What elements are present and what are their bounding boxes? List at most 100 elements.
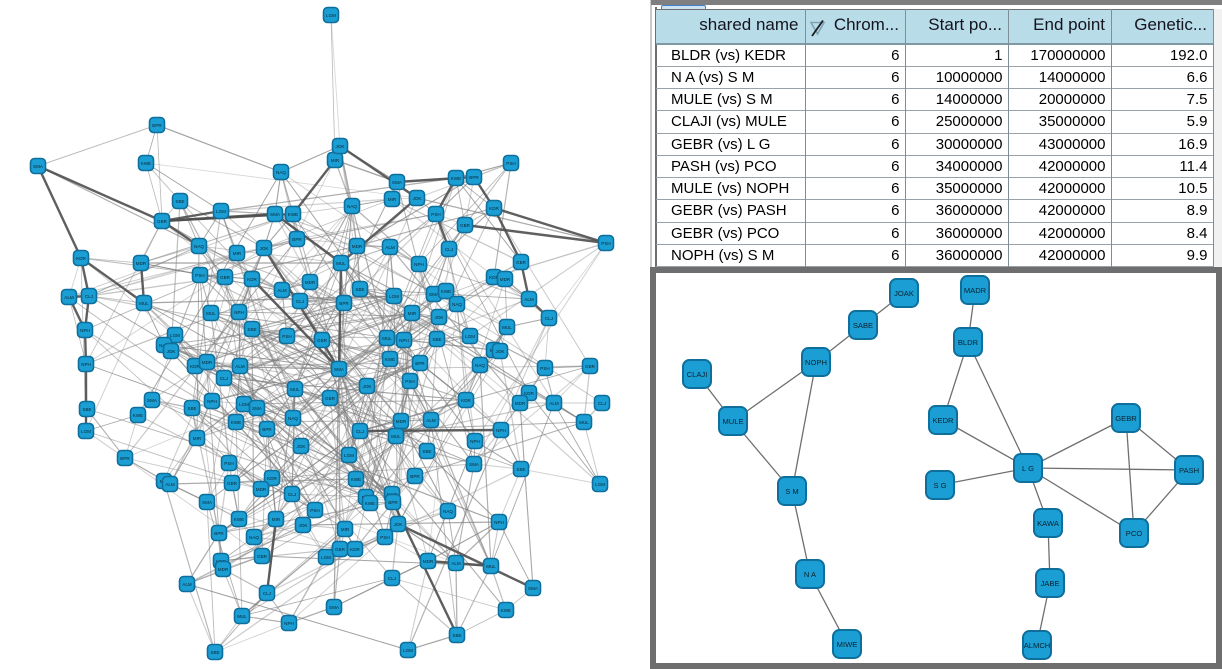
svg-text:NAQ: NAQ xyxy=(288,416,298,421)
svg-text:MUL: MUL xyxy=(391,434,401,439)
svg-text:LGM: LGM xyxy=(170,333,180,338)
svg-text:GBR: GBR xyxy=(325,396,336,401)
svg-text:L G: L G xyxy=(1022,464,1034,473)
svg-text:MUL: MUL xyxy=(206,311,216,316)
svg-text:CLJ: CLJ xyxy=(288,492,296,497)
svg-text:SBE: SBE xyxy=(247,327,256,332)
svg-text:ALM: ALM xyxy=(385,245,395,250)
svg-text:SBE: SBE xyxy=(432,337,441,342)
svg-text:BPR: BPR xyxy=(415,361,425,366)
svg-text:KWE: KWE xyxy=(365,501,375,506)
svg-text:NAQ: NAQ xyxy=(347,204,357,209)
svg-text:SMA: SMA xyxy=(202,500,213,505)
svg-text:MUL: MUL xyxy=(382,336,392,341)
svg-text:BPR: BPR xyxy=(410,474,420,479)
svg-text:MIR: MIR xyxy=(272,517,281,522)
svg-text:BPR: BPR xyxy=(262,427,272,432)
svg-text:PSH: PSH xyxy=(506,161,515,166)
svg-text:MIR: MIR xyxy=(233,251,242,256)
svg-text:PSH: PSH xyxy=(431,212,440,217)
svg-text:NPH: NPH xyxy=(494,520,504,525)
svg-text:GEBR: GEBR xyxy=(1115,414,1137,423)
svg-text:SBE: SBE xyxy=(516,467,525,472)
svg-text:CLJ: CLJ xyxy=(356,429,364,434)
svg-text:JOK: JOK xyxy=(394,522,404,527)
svg-text:KDR: KDR xyxy=(489,206,499,211)
svg-text:MUL: MUL xyxy=(579,420,589,425)
svg-text:MADR: MADR xyxy=(964,286,987,295)
svg-text:CLJ: CLJ xyxy=(545,316,553,321)
svg-text:KDR: KDR xyxy=(489,275,499,280)
svg-text:MDR: MDR xyxy=(305,280,316,285)
svg-text:KEDR: KEDR xyxy=(932,416,954,425)
svg-text:GBR: GBR xyxy=(317,338,328,343)
svg-text:GBR: GBR xyxy=(157,219,168,224)
svg-text:SBE: SBE xyxy=(355,287,364,292)
svg-text:PSH: PSH xyxy=(380,535,389,540)
svg-text:CLJ: CLJ xyxy=(85,294,93,299)
svg-text:ALM: ALM xyxy=(165,482,175,487)
svg-text:PSH: PSH xyxy=(601,241,610,246)
svg-text:MDR: MDR xyxy=(202,360,213,365)
svg-text:PSH: PSH xyxy=(405,379,414,384)
svg-text:LGM: LGM xyxy=(344,453,354,458)
svg-text:LGM: LGM xyxy=(239,402,249,407)
svg-text:SMA: SMA xyxy=(429,292,440,297)
svg-text:MDR: MDR xyxy=(423,559,434,564)
svg-text:BPR: BPR xyxy=(292,237,302,242)
svg-text:NPH: NPH xyxy=(234,310,244,315)
svg-text:LGM: LGM xyxy=(216,209,226,214)
svg-text:SABE: SABE xyxy=(853,321,873,330)
svg-text:ALM: ALM xyxy=(277,288,287,293)
svg-text:ALM: ALM xyxy=(426,418,436,423)
svg-text:NAQ: NAQ xyxy=(194,244,204,249)
svg-text:BPR: BPR xyxy=(388,500,398,505)
svg-text:ALMCH: ALMCH xyxy=(1024,641,1051,650)
svg-text:LGM: LGM xyxy=(595,482,605,487)
svg-text:PSH: PSH xyxy=(224,461,233,466)
svg-text:BLDR: BLDR xyxy=(958,338,979,347)
svg-text:GBR: GBR xyxy=(585,364,596,369)
svg-text:SMA: SMA xyxy=(33,164,44,169)
svg-text:SMA: SMA xyxy=(334,367,345,372)
svg-text:S M: S M xyxy=(785,487,799,496)
svg-text:SMA: SMA xyxy=(392,180,403,185)
svg-text:GBR: GBR xyxy=(220,275,231,280)
svg-text:PSH: PSH xyxy=(540,366,549,371)
svg-text:SBE: SBE xyxy=(187,406,196,411)
svg-text:SMA: SMA xyxy=(270,212,281,217)
svg-text:SMA: SMA xyxy=(329,605,340,610)
svg-text:JOK: JOK xyxy=(363,384,373,389)
svg-text:LGM: LGM xyxy=(326,13,336,18)
svg-text:NAQ: NAQ xyxy=(452,302,462,307)
svg-text:KAWA: KAWA xyxy=(1037,519,1060,528)
svg-text:PASH: PASH xyxy=(1179,466,1199,475)
svg-text:SMA: SMA xyxy=(528,586,539,591)
svg-text:S G: S G xyxy=(933,481,946,490)
svg-text:KDR: KDR xyxy=(267,476,277,481)
svg-text:NAQ: NAQ xyxy=(443,509,453,514)
svg-text:SMA: SMA xyxy=(469,462,480,467)
svg-text:KWE: KWE xyxy=(133,413,143,418)
svg-text:SMA: SMA xyxy=(252,406,263,411)
svg-text:CLJ: CLJ xyxy=(445,247,453,252)
svg-text:KWE: KWE xyxy=(501,608,511,613)
svg-text:JOK: JOK xyxy=(260,246,270,251)
svg-text:GBR: GBR xyxy=(516,260,527,265)
svg-text:KDR: KDR xyxy=(461,398,471,403)
svg-text:KDR: KDR xyxy=(524,391,534,396)
svg-text:CLJ: CLJ xyxy=(220,376,228,381)
svg-text:SBE: SBE xyxy=(175,199,184,204)
svg-text:SBE: SBE xyxy=(452,633,461,638)
svg-text:KWE: KWE xyxy=(288,212,298,217)
svg-text:CLJ: CLJ xyxy=(388,576,396,581)
svg-text:LGM: LGM xyxy=(81,429,91,434)
svg-text:PSH: PSH xyxy=(310,508,319,513)
svg-text:JOK: JOK xyxy=(435,315,445,320)
svg-text:MIR: MIR xyxy=(408,311,417,316)
svg-text:MUL: MUL xyxy=(336,261,346,266)
svg-text:PSH: PSH xyxy=(195,273,204,278)
svg-text:JOK: JOK xyxy=(336,144,346,149)
svg-text:JOK: JOK xyxy=(167,349,177,354)
svg-text:ALM: ALM xyxy=(182,582,192,587)
